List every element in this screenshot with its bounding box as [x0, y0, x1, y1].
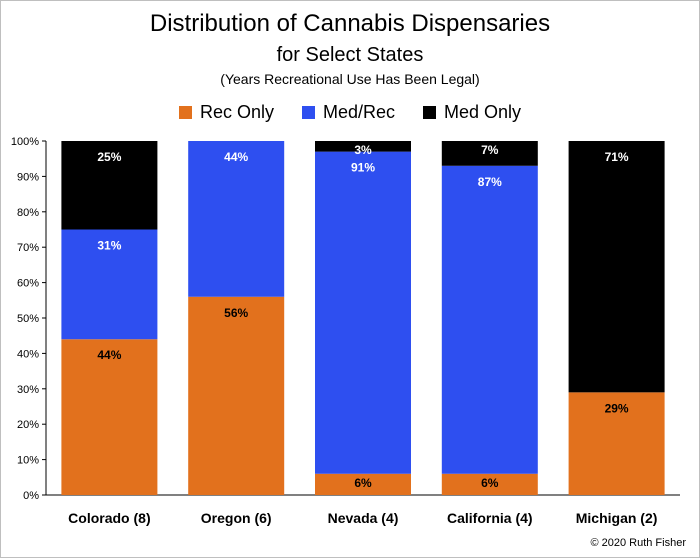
legend-item-rec-only: Rec Only — [178, 102, 274, 123]
y-tick-label: 40% — [17, 348, 39, 360]
bar-segment — [315, 473, 411, 495]
bar-segment — [315, 151, 411, 474]
bar-segment — [568, 141, 665, 393]
y-tick-label: 80% — [17, 207, 39, 219]
bar-segment — [441, 473, 538, 495]
y-tick-label: 70% — [17, 242, 39, 254]
data-label: 7% — [481, 143, 499, 157]
bar-segment — [188, 141, 285, 297]
bar-segment — [441, 165, 538, 474]
data-label: 44% — [224, 150, 248, 164]
copyright-footer: © 2020 Ruth Fisher — [590, 537, 686, 549]
y-tick-label: 100% — [11, 136, 39, 148]
data-label: 25% — [97, 150, 121, 164]
legend-swatch-rec-only — [178, 106, 192, 119]
legend-item-med-rec: Med/Rec — [301, 102, 396, 123]
x-category-label: Michigan (2) — [576, 510, 658, 526]
bar-segment — [188, 296, 285, 495]
data-label: 3% — [354, 143, 372, 157]
chart-note: (Years Recreational Use Has Been Legal) — [220, 71, 480, 87]
y-tick-label: 0% — [23, 490, 39, 502]
legend-label-med-rec: Med/Rec — [322, 102, 396, 122]
data-label: 71% — [605, 150, 629, 164]
legend-swatch-med-rec — [301, 106, 315, 119]
bar-segment — [315, 141, 411, 152]
x-category-label: Colorado (8) — [68, 510, 150, 526]
bar-segment — [61, 229, 158, 340]
data-label: 44% — [97, 348, 121, 362]
legend: Rec Only Med/Rec Med Only — [0, 102, 700, 123]
y-tick-label: 30% — [17, 384, 39, 396]
bar-segment — [568, 392, 665, 495]
y-tick-label: 90% — [17, 171, 39, 183]
chart-title: Distribution of Cannabis Dispensaries — [149, 10, 551, 37]
legend-label-med-only: Med Only — [444, 102, 522, 122]
data-label: 6% — [481, 476, 499, 490]
data-label: 56% — [224, 306, 248, 320]
bar-segment — [441, 141, 538, 166]
bar-segment — [61, 141, 158, 230]
data-label: 87% — [478, 175, 502, 189]
legend-swatch-med-only — [423, 106, 437, 119]
y-tick-label: 50% — [17, 313, 39, 325]
y-tick-label: 20% — [17, 419, 39, 431]
data-label: 91% — [351, 161, 375, 175]
legend-item-med-only: Med Only — [423, 102, 521, 123]
y-tick-label: 60% — [17, 278, 39, 290]
x-category-label: California (4) — [447, 510, 533, 526]
data-label: 31% — [97, 239, 121, 253]
bar-segment — [61, 339, 158, 495]
y-tick-label: 10% — [17, 455, 39, 467]
legend-label-rec-only: Rec Only — [199, 102, 274, 122]
x-category-label: Oregon (6) — [201, 510, 272, 526]
data-label: 29% — [605, 401, 629, 415]
chart-subtitle: for Select States — [276, 44, 424, 66]
data-label: 6% — [354, 476, 372, 490]
x-category-label: Nevada (4) — [328, 510, 399, 526]
